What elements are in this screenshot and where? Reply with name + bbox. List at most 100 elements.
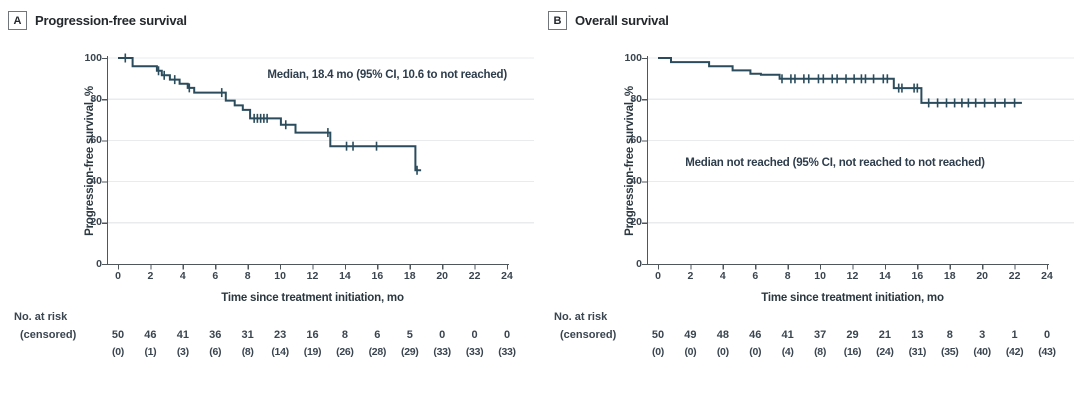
panel-letter-badge: A [8, 11, 27, 30]
at-risk-value-2: 49 [684, 329, 697, 341]
at-risk-value-12: 29 [846, 329, 859, 341]
censored-value-10: (14) [271, 346, 289, 358]
x-tick-label-8: 8 [244, 270, 251, 282]
panel-title: Overall survival [575, 13, 669, 28]
x-tick-label-20: 20 [976, 270, 988, 282]
at-risk-value-20: 3 [979, 329, 986, 341]
median-annotation: Median not reached (95% CI, not reached … [685, 157, 985, 169]
km-plot-svg-a [102, 53, 534, 270]
censored-value-14: (24) [876, 346, 894, 358]
y-tick-label-20: 20 [630, 216, 642, 229]
x-tick-label-6: 6 [752, 270, 759, 282]
at-risk-value-14: 8 [341, 329, 348, 341]
censored-value-0: (0) [112, 346, 124, 358]
x-tick-label-18: 18 [943, 270, 956, 282]
x-axis-title: Time since treatment initiation, mo [761, 292, 944, 304]
y-tick-label-60: 60 [630, 133, 642, 146]
censored-value-6: (6) [209, 346, 222, 358]
censored-value-16: (31) [908, 346, 927, 358]
censored-value-8: (4) [781, 346, 794, 358]
at-risk-value-6: 46 [749, 329, 762, 341]
censored-value-6: (0) [749, 346, 762, 358]
at-risk-value-6: 36 [209, 329, 222, 341]
at-risk-value-16: 13 [911, 329, 924, 341]
x-tick-label-12: 12 [306, 270, 319, 282]
censored-value-12: (16) [843, 346, 862, 358]
km-curve [658, 57, 1022, 104]
x-tick-label-20: 20 [436, 270, 448, 282]
y-tick-label-100: 100 [84, 51, 102, 64]
x-tick-label-8: 8 [784, 270, 791, 282]
censored-value-22: (33) [465, 346, 484, 358]
y-tick-label-60: 60 [90, 133, 102, 146]
at-risk-value-22: 1 [1011, 329, 1018, 341]
censored-value-24: (33) [498, 346, 516, 358]
y-tick-label-0: 0 [636, 257, 642, 270]
panel-header: A Progression-free survival [8, 11, 187, 30]
x-tick-label-14: 14 [879, 270, 891, 282]
at-risk-value-10: 37 [813, 329, 827, 341]
censored-value-12: (19) [303, 346, 322, 358]
at-risk-value-10: 23 [273, 329, 287, 341]
at-risk-value-12: 16 [306, 329, 319, 341]
km-plot-svg-b [642, 56, 1074, 270]
x-tick-label-24: 24 [1041, 270, 1053, 282]
x-tick-label-10: 10 [274, 270, 286, 282]
panel-progression-free-survival: A Progression-free survival Progression-… [8, 11, 534, 358]
censored-label: (censored) [20, 329, 77, 341]
censored-value-20: (33) [433, 346, 451, 358]
y-tick-label-80: 80 [90, 92, 102, 105]
censored-value-14: (26) [336, 346, 354, 358]
x-tick-label-16: 16 [911, 270, 924, 282]
censored-value-2: (0) [684, 346, 697, 358]
y-tick-label-0: 0 [96, 257, 102, 270]
at-risk-value-18: 5 [406, 329, 413, 341]
at-risk-value-14: 21 [878, 329, 892, 341]
at-risk-value-4: 41 [176, 329, 189, 341]
y-tick-label-20: 20 [90, 216, 102, 229]
x-tick-label-22: 22 [1008, 270, 1021, 282]
at-risk-value-0: 50 [111, 329, 125, 341]
y-tick-label-80: 80 [630, 92, 642, 105]
at-risk-value-24: 0 [503, 329, 511, 341]
at-risk-label: No. at risk [14, 311, 68, 323]
median-annotation: Median, 18.4 mo (95% CI, 10.6 to not rea… [267, 69, 507, 81]
x-tick-label-0: 0 [655, 270, 661, 282]
censored-value-18: (35) [941, 346, 959, 358]
censored-value-0: (0) [652, 346, 664, 358]
at-risk-value-16: 6 [374, 329, 381, 341]
x-tick-label-12: 12 [846, 270, 859, 282]
y-tick-label-40: 40 [90, 175, 102, 188]
at-risk-value-4: 48 [716, 329, 729, 341]
x-tick-label-0: 0 [115, 270, 121, 282]
censored-label: (censored) [560, 329, 617, 341]
x-tick-label-22: 22 [468, 270, 481, 282]
x-tick-label-16: 16 [371, 270, 384, 282]
x-tick-label-4: 4 [179, 270, 186, 282]
x-axis-title: Time since treatment initiation, mo [221, 292, 404, 304]
panel-title: Progression-free survival [35, 13, 187, 28]
panel-header: B Overall survival [548, 11, 669, 30]
censored-value-18: (29) [401, 346, 419, 358]
at-risk-value-24: 0 [1043, 329, 1051, 341]
at-risk-label: No. at risk [554, 311, 608, 323]
at-risk-value-22: 0 [471, 329, 478, 341]
x-tick-label-2: 2 [147, 270, 154, 282]
y-tick-label-100: 100 [624, 51, 642, 64]
x-tick-label-24: 24 [501, 270, 513, 282]
panel-letter-badge: B [548, 11, 567, 30]
at-risk-value-8: 31 [241, 329, 254, 341]
censored-value-20: (40) [973, 346, 991, 358]
at-risk-value-8: 41 [781, 329, 794, 341]
x-tick-label-6: 6 [212, 270, 219, 282]
censored-value-16: (28) [368, 346, 387, 358]
censored-value-22: (42) [1005, 346, 1024, 358]
at-risk-value-20: 0 [439, 329, 446, 341]
x-tick-label-14: 14 [339, 270, 351, 282]
at-risk-value-0: 50 [651, 329, 665, 341]
x-tick-label-18: 18 [403, 270, 416, 282]
censored-value-4: (0) [716, 346, 729, 358]
censored-value-10: (8) [814, 346, 827, 358]
x-tick-label-4: 4 [719, 270, 726, 282]
